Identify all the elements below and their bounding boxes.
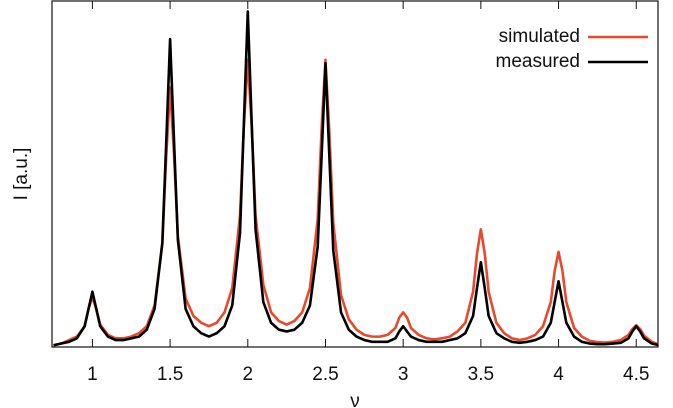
x-tick-label: 2.5 [312, 364, 338, 385]
series-line [53, 58, 659, 347]
x-tick-label: 3 [398, 364, 409, 385]
x-tick-label: 1.5 [157, 364, 183, 385]
x-tick-label: 2 [242, 364, 253, 385]
x-axis-label: ν [350, 391, 360, 408]
series-line [53, 10, 659, 347]
x-tick-label: 3.5 [468, 364, 494, 385]
legend-label: simulated [499, 26, 580, 47]
y-axis-label: I [a.u.] [11, 148, 32, 201]
legend-label: measured [496, 51, 581, 72]
plot-frame [51, 0, 659, 348]
x-tick-label: 4.5 [623, 364, 649, 385]
x-tick-label: 4 [553, 364, 564, 385]
x-tick-label: 1 [87, 364, 98, 385]
